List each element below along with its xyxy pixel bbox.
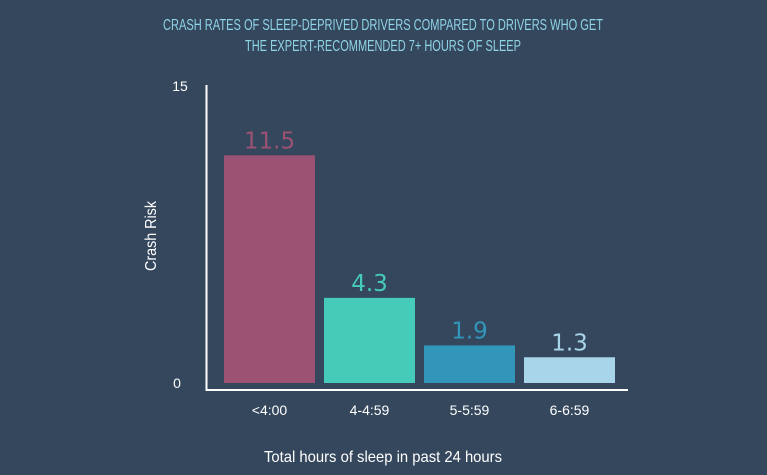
bar-3: [424, 345, 515, 383]
x-tick-label-1: <4:00: [252, 402, 288, 418]
bar-value-label-3: 1.9: [451, 318, 488, 344]
chart-title-line-2: THE EXPERT-RECOMMENDED 7+ HOURS OF SLEEP: [245, 38, 521, 55]
bar-value-label-1: 11.5: [244, 128, 295, 154]
bar-value-label-4: 1.3: [551, 330, 588, 356]
bar-2: [324, 297, 415, 383]
bars-group: 11.5 <4:00 4.3 4-4:59 1.9 5-5:59 1.3 6-6:59: [224, 128, 615, 418]
chart-title-line-1: CRASH RATES OF SLEEP-DEPRIVED DRIVERS CO…: [163, 17, 603, 34]
x-tick-label-4: 6-6:59: [550, 402, 590, 418]
x-tick-label-2: 4-4:59: [350, 402, 390, 418]
y-axis-title: Crash Risk: [143, 200, 160, 271]
bar-value-label-2: 4.3: [351, 271, 388, 297]
y-tick-label-min: 0: [173, 375, 181, 391]
bar-4: [524, 357, 615, 383]
y-tick-label-max: 15: [172, 78, 188, 94]
x-axis-title: Total hours of sleep in past 24 hours: [264, 449, 502, 466]
bar-1: [224, 155, 315, 383]
x-tick-label-3: 5-5:59: [450, 402, 490, 418]
